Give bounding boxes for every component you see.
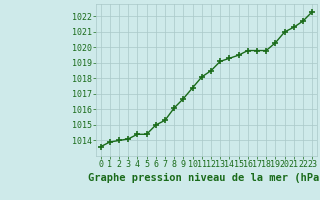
X-axis label: Graphe pression niveau de la mer (hPa): Graphe pression niveau de la mer (hPa) — [88, 173, 320, 183]
